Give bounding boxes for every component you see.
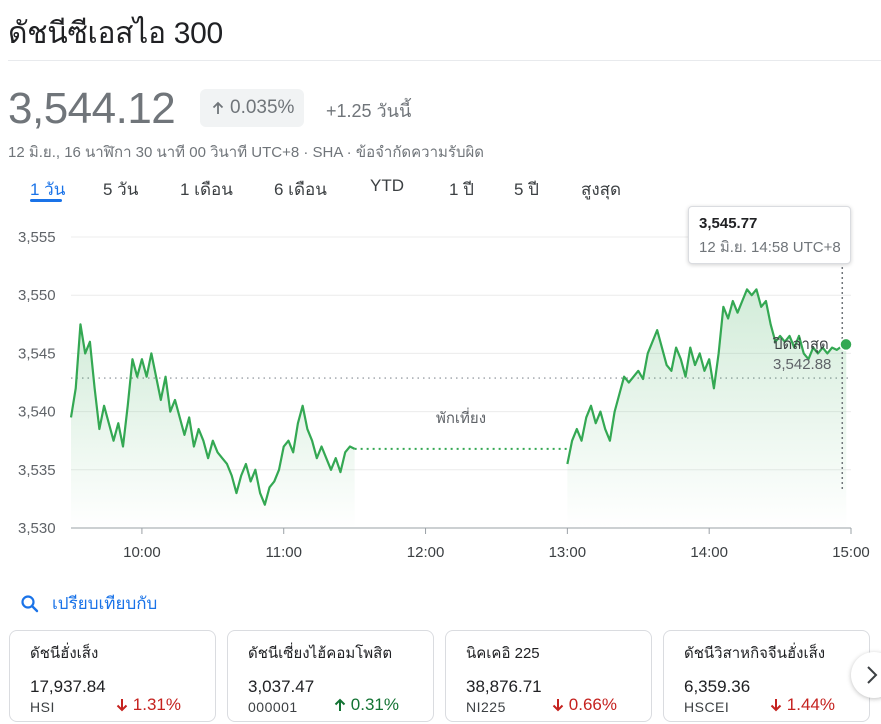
card-index-symbol: HSI	[30, 699, 55, 715]
chevron-right-icon	[867, 666, 878, 684]
area-fill-morning	[71, 324, 355, 528]
close-value: 3,542.88	[773, 356, 831, 373]
x-tick-label: 14:00	[690, 544, 728, 561]
search-icon	[21, 594, 39, 612]
card-index-name: ดัชนีฮั่งเส็ง	[30, 645, 99, 662]
card-index-value: 17,937.84	[30, 677, 106, 696]
price-chart[interactable]: 3,555 3,550 3,545 3,540 3,535 3,530 10:00 11:00…	[0, 200, 881, 580]
arrow-up-icon	[334, 698, 346, 711]
change-percent-value: 0.035%	[230, 97, 295, 118]
price-line-afternoon	[566, 288, 847, 465]
change-percent-badge: 0.035%	[200, 89, 305, 127]
tab-1[interactable]: 5 วัน	[103, 180, 139, 199]
card-index-change: 1.31%	[114, 695, 181, 715]
tooltip-value: 3,545.77	[699, 215, 758, 232]
x-tick-label: 12:00	[407, 544, 445, 561]
card-change-value: 0.66%	[568, 695, 617, 714]
card-index-name: ดัชนีวิสาหกิจจีนฮั่งเส็ง	[684, 645, 826, 662]
tab-6[interactable]: 5 ปี	[514, 180, 539, 199]
tab-0[interactable]: 1 วัน	[30, 180, 66, 199]
compare-button[interactable]: เปรียบเทียบกับ	[20, 590, 157, 617]
active-tab-indicator	[30, 199, 62, 202]
price-line-morning	[69, 323, 356, 506]
page-title: ดัชนีซีเอสไอ 300	[8, 17, 223, 50]
card-index-name: นิคเคอิ 225	[466, 645, 540, 662]
close-label: ปิดล่าสุด	[772, 336, 829, 354]
quote-meta: 12 มิ.ย., 16 นาฬิกา 30 นาที 00 วินาที UT…	[8, 144, 485, 161]
card-index-change: 0.66%	[550, 695, 617, 715]
card-index-change: 1.44%	[768, 695, 835, 715]
change-absolute: +1.25 วันนี้	[326, 101, 412, 121]
compare-label: เปรียบเทียบกับ	[52, 594, 158, 613]
y-tick-label: 3,540	[18, 404, 56, 421]
x-tick-label: 15:00	[832, 544, 870, 561]
tooltip-time: 12 มิ.ย. 14:58 UTC+8	[699, 239, 841, 256]
tab-5[interactable]: 1 ปี	[449, 180, 474, 199]
lunch-break-label: พักเที่ยง	[436, 407, 486, 427]
tab-2[interactable]: 1 เดือน	[180, 180, 233, 199]
card-change-value: 1.44%	[786, 695, 835, 714]
card-index-value: 6,359.36	[684, 677, 751, 696]
index-card[interactable]: ดัชนีเซี่ยงไฮ้คอมโพสิต 3,037.47 000001 0.31…	[227, 630, 434, 722]
chart-tooltip: 3,545.77 12 มิ.ย. 14:58 UTC+8	[688, 206, 851, 264]
index-card[interactable]: นิคเคอิ 225 38,876.71 NI225 0.66%	[445, 630, 652, 722]
index-card[interactable]: ดัชนีฮั่งเส็ง 17,937.84 HSI 1.31%	[9, 630, 216, 722]
card-index-value: 38,876.71	[466, 677, 542, 696]
tab-4[interactable]: YTD	[370, 176, 404, 195]
y-tick-label: 3,535	[18, 462, 56, 479]
x-tick-label: 10:00	[123, 544, 161, 561]
arrow-down-icon	[116, 699, 128, 712]
arrow-down-icon	[770, 699, 782, 712]
card-change-value: 0.31%	[350, 695, 399, 714]
card-index-value: 3,037.47	[248, 677, 315, 696]
card-index-symbol: HSCEI	[684, 699, 730, 715]
card-index-change: 0.31%	[332, 695, 399, 715]
y-tick-label: 3,530	[18, 520, 56, 537]
card-index-symbol: 000001	[248, 699, 298, 715]
y-tick-label: 3,550	[18, 287, 56, 304]
index-card[interactable]: ดัชนีวิสาหกิจจีนฮั่งเส็ง 6,359.36 HSCEI 1.4…	[663, 630, 870, 722]
x-tick-label: 13:00	[549, 544, 587, 561]
tab-7[interactable]: สูงสุด	[581, 180, 622, 199]
x-tick-label: 11:00	[266, 544, 302, 561]
card-index-name: ดัชนีเซี่ยงไฮ้คอมโพสิต	[248, 645, 393, 662]
last-point-marker	[839, 337, 853, 352]
current-price: 3,544.12	[8, 84, 176, 133]
next-cards-button[interactable]	[851, 652, 881, 698]
area-fill-afternoon	[567, 289, 847, 528]
y-tick-label: 3,545	[18, 345, 56, 362]
tab-3[interactable]: 6 เดือน	[274, 180, 327, 199]
arrow-up-icon	[212, 101, 224, 114]
header-divider	[8, 60, 881, 61]
arrow-down-icon	[552, 699, 564, 712]
card-change-value: 1.31%	[132, 695, 181, 714]
y-tick-label: 3,555	[18, 229, 56, 246]
card-index-symbol: NI225	[466, 699, 506, 715]
